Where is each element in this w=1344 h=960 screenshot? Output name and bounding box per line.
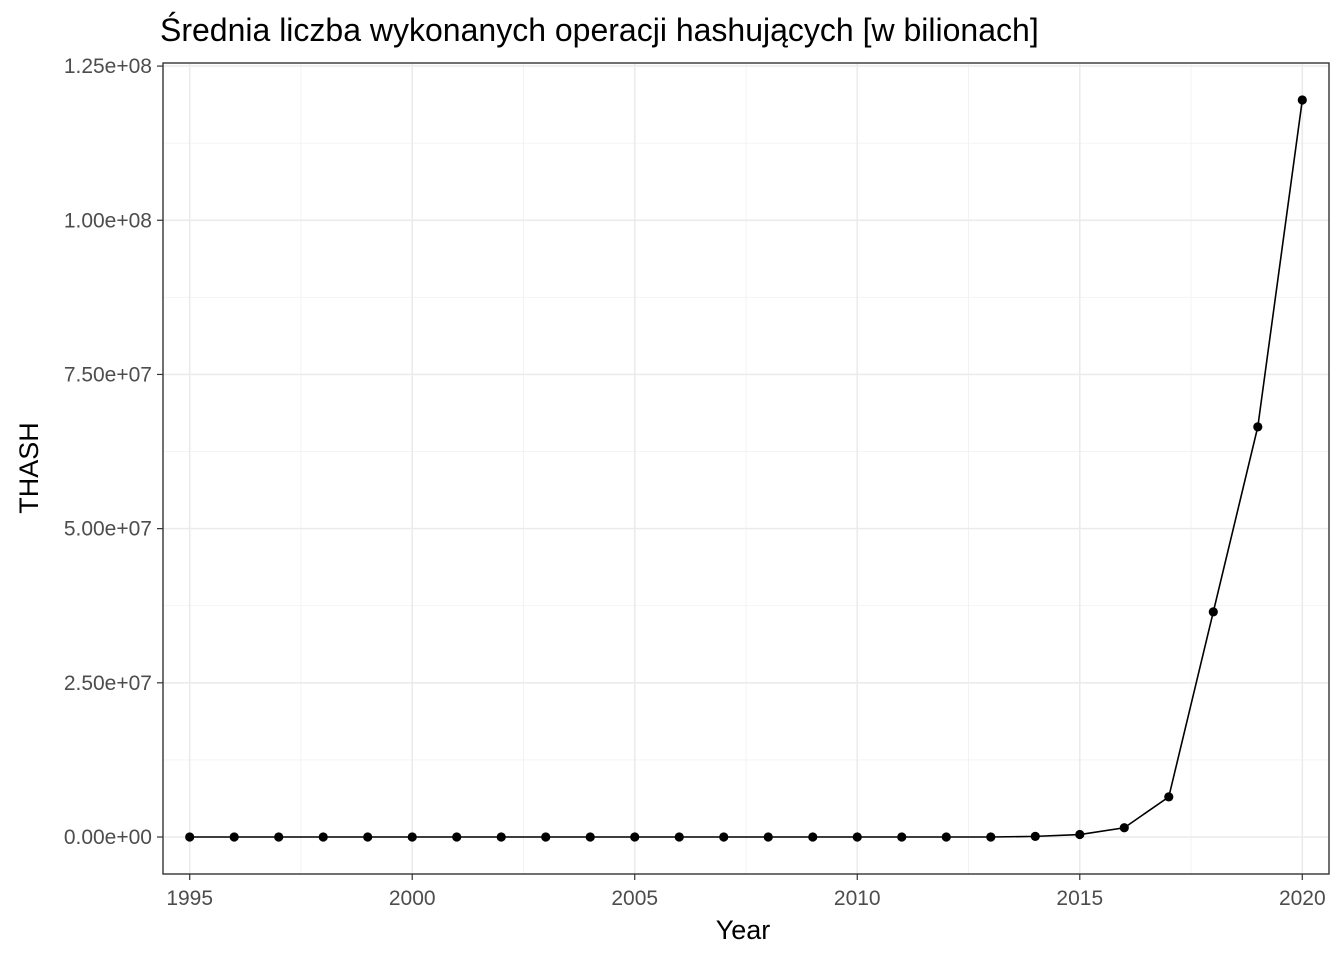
data-point [1075,829,1085,840]
data-point [808,832,818,842]
data-point [897,832,907,842]
data-point [986,832,996,842]
data-point [941,832,951,842]
chart-title: Średnia liczba wykonanych operacji hashu… [160,12,1039,48]
data-point [452,832,462,842]
y-tick-label: 1.00e+08 [64,209,152,232]
y-tick-label: 1.25e+08 [64,55,152,78]
data-point [1119,823,1129,833]
x-tick-label: 2020 [1279,887,1326,910]
data-point [496,832,506,842]
data-point [852,832,862,842]
y-axis: 0.00e+00 2.50e+07 5.00e+07 7.50e+07 1.00e+08… [64,55,163,849]
y-tick-label: 7.50e+07 [64,363,152,386]
data-point [1030,831,1040,841]
y-tick-label: 5.00e+07 [64,518,152,541]
data-point [719,832,729,842]
series-layer [185,95,1307,842]
panel-border [162,62,1330,875]
data-point [1297,95,1307,105]
data-point [630,832,640,842]
x-tick-label: 2005 [611,887,658,910]
data-point [674,832,684,842]
data-point [585,832,595,842]
x-tick-label: 2010 [834,887,881,910]
minor-gridlines [163,63,1329,874]
data-point [363,832,373,842]
data-point [763,832,773,842]
y-tick-label: 0.00e+00 [64,826,152,849]
x-axis: 1995 2000 2005 2010 2015 2020 [166,874,1326,910]
x-tick-label: 2015 [1056,887,1103,910]
y-tick-label: 2.50e+07 [64,672,152,695]
data-point [274,832,284,842]
x-tick-label: 1995 [166,887,213,910]
data-point [1253,422,1263,432]
data-point [407,832,417,842]
series-line [189,99,1304,838]
major-gridlines [163,63,1329,874]
x-axis-title: Year [716,915,771,945]
x-tick-label: 2000 [389,887,436,910]
data-point [318,832,328,842]
data-point [185,832,195,842]
data-point [1164,792,1174,802]
data-point [1208,607,1218,617]
data-point [229,832,239,842]
data-point [541,832,551,842]
y-axis-title: THASH [14,422,44,514]
